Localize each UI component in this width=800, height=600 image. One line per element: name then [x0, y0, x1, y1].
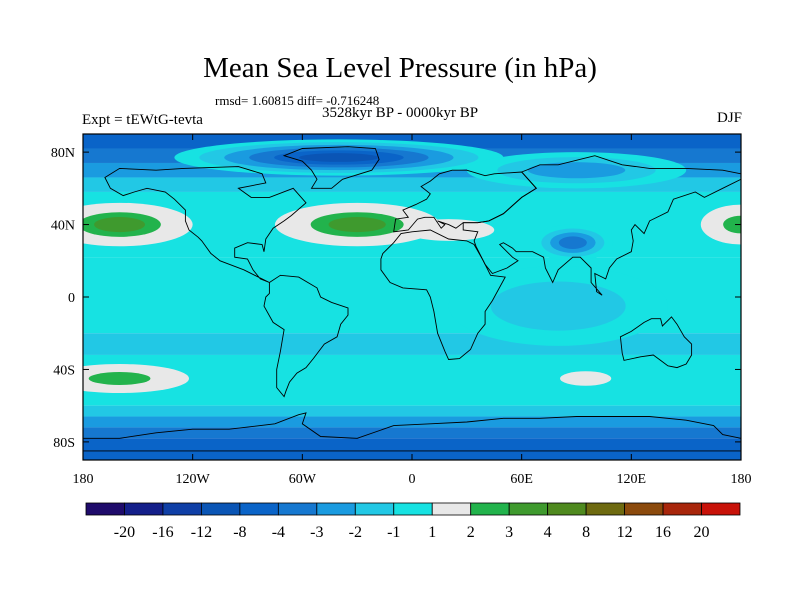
y-axis-ticks: 80N 40N 0 40S 80S [51, 146, 741, 451]
north-atlantic-high-contour-3 [328, 216, 386, 233]
colorbar-label-0: -20 [114, 524, 135, 541]
experiment-label: Expt = tEWtG-tevta [82, 112, 203, 128]
colorbar-box-2 [162, 502, 202, 516]
y-tick-label-2: 0 [68, 291, 75, 306]
colorbar-label-14: 16 [655, 524, 671, 541]
y-tick-label-0: 80N [51, 146, 75, 161]
y-tick-label-1: 40N [51, 219, 75, 234]
colorbar-box-1 [124, 502, 164, 516]
colorbar-label-11: 4 [544, 524, 552, 541]
colorbar-box-3 [201, 502, 241, 516]
colorbar-box-0 [85, 502, 125, 516]
colorbar-box-12 [547, 502, 587, 516]
south-pacific-high-contour-2 [88, 372, 151, 385]
colorbar-label-2: -12 [191, 524, 212, 541]
colorbar-labels: -20 -16 -12 -8 -4 -3 -2 -1 1 2 3 4 8 12 16 20 [114, 524, 710, 541]
coastline-antarctica [83, 412, 741, 452]
x-tick-label-5: 120E [617, 472, 647, 487]
zonal-band-10 [83, 427, 741, 439]
colorbar-box-8 [393, 502, 433, 516]
season-label: DJF [716, 110, 742, 126]
x-tick-label-4: 60E [510, 472, 533, 487]
colorbar-label-6: -2 [349, 524, 362, 541]
y-tick-label-4: 80S [53, 436, 75, 451]
y-tick-label-3: 40S [53, 363, 75, 378]
coastline-north-america [104, 166, 307, 283]
zonal-band-11 [83, 438, 741, 460]
colorbar-label-13: 12 [617, 524, 633, 541]
pressure-field [83, 134, 741, 460]
x-tick-label-1: 120W [176, 472, 211, 487]
colorbar-box-15 [662, 502, 702, 516]
chart-title: Mean Sea Level Pressure (in hPa) [203, 52, 597, 84]
zonal-band-8 [83, 405, 741, 417]
colorbar-label-7: -1 [387, 524, 400, 541]
coastline-africa [380, 229, 506, 360]
x-tick-label-6: 180 [731, 472, 752, 487]
colorbar-box-4 [239, 502, 279, 516]
siberian-low-contour-2 [527, 162, 626, 179]
mediterranean-high-contour-1 [420, 223, 477, 237]
colorbar-label-1: -16 [152, 524, 173, 541]
colorbar-label-5: -3 [310, 524, 323, 541]
x-tick-label-3: 0 [409, 472, 416, 487]
south-indian-high-contour-1 [569, 374, 602, 383]
colorbar-box-7 [354, 502, 395, 516]
tibetan-low-contour-3 [558, 236, 587, 249]
period-label: 3528kyr BP - 0000kyr BP [321, 105, 479, 121]
colorbar-box-9 [431, 502, 472, 516]
colorbar-label-10: 3 [505, 524, 513, 541]
north-pacific-high-east-contour-2 [723, 215, 741, 234]
colorbar-box-13 [585, 502, 625, 516]
x-tick-label-2: 60W [289, 472, 317, 487]
zonal-band-9 [83, 416, 741, 428]
coastline-australia [619, 316, 693, 369]
colorbar-box-14 [624, 502, 664, 516]
colorbar-label-15: 20 [694, 524, 710, 541]
colorbar-boxes [85, 502, 741, 516]
x-tick-label-0: 180 [73, 472, 94, 487]
colorbar-label-3: -8 [233, 524, 246, 541]
coastline-greenland [282, 146, 380, 189]
x-axis-ticks: 180 120W 60W 0 60E 120E 180 [73, 134, 752, 487]
colorbar-label-4: -4 [272, 524, 285, 541]
zonal-band-7 [83, 354, 741, 406]
coastline-south-america [263, 274, 349, 398]
colorbar-label-8: 1 [428, 524, 436, 541]
colorbar-label-12: 8 [582, 524, 590, 541]
coastlines [83, 146, 741, 452]
arctic-low-contour-5 [299, 153, 379, 162]
north-pacific-high-contour-3 [94, 216, 145, 233]
colorbar-label-9: 2 [467, 524, 475, 541]
colorbar-box-6 [316, 502, 356, 516]
coastline-asia [462, 155, 741, 296]
colorbar-box-5 [277, 502, 318, 516]
colorbar-box-11 [508, 502, 549, 516]
colorbar-box-10 [470, 502, 510, 516]
colorbar-box-16 [701, 502, 741, 516]
rmsd-diff-stats: rmsd= 1.60815 diff= -0.716248 [215, 93, 380, 108]
indian-ocean-low-contour-1 [490, 281, 626, 331]
